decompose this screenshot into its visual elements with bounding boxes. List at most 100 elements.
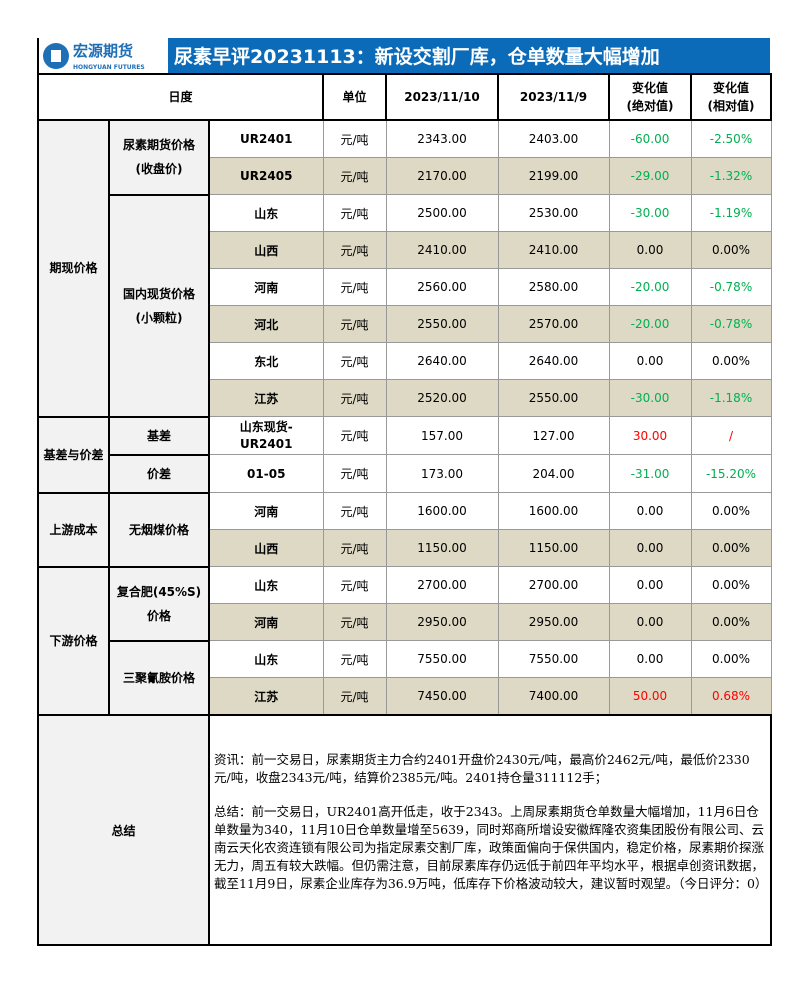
value-d1: 2343.00 xyxy=(385,119,499,158)
price-table: 日度 单位 2023/11/10 2023/11/9 变化值 (绝对值) 变化值… xyxy=(37,73,772,946)
value-d1: 1150.00 xyxy=(385,529,499,567)
value-d2: 2550.00 xyxy=(497,379,610,417)
subgroup-label: 三聚氰胺价格 xyxy=(108,639,210,716)
rel-change: 0.68% xyxy=(690,677,772,716)
unit-cell: 元/吨 xyxy=(322,566,387,604)
unit-cell: 元/吨 xyxy=(322,379,387,417)
item-name: 河南 xyxy=(208,603,324,641)
group-label: 基差与价差 xyxy=(37,415,110,494)
abs-change: -20.00 xyxy=(608,305,692,343)
subgroup-label: 国内现货价格 (小颗粒) xyxy=(108,193,210,418)
table-row: 三聚氰胺价格 山东 元/吨 7550.00 7550.00 0.00 0.00% xyxy=(38,639,772,716)
summary-info: 资讯：前一交易日，尿素期货主力合约2401开盘价2430元/吨，最高价2462元… xyxy=(214,752,750,785)
rel-change: -0.78% xyxy=(690,305,772,343)
subgroup-label: 无烟煤价格 xyxy=(108,491,210,568)
table-row: 山西 元/吨 2410.00 2410.00 0.00 0.00% xyxy=(38,231,772,269)
rel-change: -1.32% xyxy=(690,157,772,195)
value-d1: 2170.00 xyxy=(385,157,499,195)
abs-change: 50.00 xyxy=(608,677,692,716)
unit-cell: 元/吨 xyxy=(322,677,387,716)
value-d2: 127.00 xyxy=(497,416,610,455)
unit-cell: 元/吨 xyxy=(322,119,387,158)
item-name: UR2405 xyxy=(208,157,324,195)
rel-change: 0.00% xyxy=(690,566,772,604)
value-d1: 2520.00 xyxy=(385,379,499,417)
header-row: 日度 单位 2023/11/10 2023/11/9 变化值 (绝对值) 变化值… xyxy=(37,73,772,121)
item-name: 江苏 xyxy=(208,379,324,417)
value-d1: 157.00 xyxy=(385,416,499,455)
unit-cell: 元/吨 xyxy=(322,492,387,530)
item-name: UR2401 xyxy=(208,119,324,158)
unit-cell: 元/吨 xyxy=(322,305,387,343)
item-name: 山东 xyxy=(208,194,324,232)
rel-change: / xyxy=(690,416,772,455)
item-name: 山西 xyxy=(208,529,324,567)
rel-change: -1.18% xyxy=(690,379,772,417)
abs-change: 0.00 xyxy=(608,603,692,641)
item-name: 河南 xyxy=(208,268,324,306)
value-d1: 7550.00 xyxy=(385,640,499,678)
value-d2: 2950.00 xyxy=(497,603,610,641)
table-row: 河南 元/吨 2560.00 2580.00 -20.00 -0.78% xyxy=(38,268,772,306)
abs-change: 30.00 xyxy=(608,416,692,455)
col-d1: 2023/11/10 xyxy=(385,73,499,121)
report: 宏源期货 HONGYUAN FUTURES 尿素早评20231113：新设交割厂库… xyxy=(37,38,772,946)
item-name: 河北 xyxy=(208,305,324,343)
summary-text: 资讯：前一交易日，尿素期货主力合约2401开盘价2430元/吨，最高价2462元… xyxy=(208,714,772,946)
table-row: 上游成本 无烟煤价格 河南 元/吨 1600.00 1600.00 0.00 0.00% xyxy=(37,491,772,568)
table-row: 国内现货价格 (小颗粒) 山东 元/吨 2500.00 2530.00 -30.00 -1.… xyxy=(38,193,772,418)
report-title: 尿素早评20231113：新设交割厂库，仓单数量大幅增加 xyxy=(168,38,770,73)
item-name: 山东 xyxy=(208,566,324,604)
value-d2: 2530.00 xyxy=(497,194,610,232)
company-logo: 宏源期货 HONGYUAN FUTURES xyxy=(39,38,168,73)
summary-row: 总结 资讯：前一交易日，尿素期货主力合约2401开盘价2430元/吨，最高价24… xyxy=(37,714,772,946)
abs-change: -29.00 xyxy=(608,157,692,195)
item-name: 01-05 xyxy=(208,454,324,493)
unit-cell: 元/吨 xyxy=(322,342,387,380)
table-row: 山西 元/吨 1150.00 1150.00 0.00 0.00% xyxy=(38,529,772,567)
table-row: 期现价格 尿素期货价格 (收盘价) UR2401 元/吨 2343.00 2403.00-… xyxy=(37,119,772,418)
value-d2: 2199.00 xyxy=(497,157,610,195)
rel-change: 0.00% xyxy=(690,603,772,641)
value-d2: 7550.00 xyxy=(497,640,610,678)
value-d2: 2640.00 xyxy=(497,342,610,380)
col-rel-change: 变化值 (相对值) xyxy=(690,73,772,121)
table-row: 下游价格 复合肥(45%S) 价格 山东 元/吨 2700.00 2700.00 0.00 0… xyxy=(37,565,772,716)
value-d1: 2700.00 xyxy=(385,566,499,604)
col-d2: 2023/11/9 xyxy=(497,73,610,121)
subgroup-label: 价差 xyxy=(108,453,210,494)
subgroup-label: 尿素期货价格 (收盘价) xyxy=(108,119,210,196)
abs-change: 0.00 xyxy=(608,492,692,530)
unit-cell: 元/吨 xyxy=(322,416,387,455)
col-unit: 单位 xyxy=(322,73,387,121)
value-d2: 2570.00 xyxy=(497,305,610,343)
subgroup-label: 复合肥(45%S) 价格 xyxy=(108,565,210,642)
abs-change: 0.00 xyxy=(608,566,692,604)
abs-change: -60.00 xyxy=(608,119,692,158)
abs-change: -31.00 xyxy=(608,454,692,493)
rel-change: -15.20% xyxy=(690,454,772,493)
value-d2: 2403.00 xyxy=(497,119,610,158)
value-d2: 2580.00 xyxy=(497,268,610,306)
abs-change: 0.00 xyxy=(608,640,692,678)
rel-change: -2.50% xyxy=(690,119,772,158)
item-name: 东北 xyxy=(208,342,324,380)
table-row: 基差与价差 基差 山东现货- UR2401 元/吨 157.00 127.00 30.00/ xyxy=(37,415,772,494)
group-label: 期现价格 xyxy=(37,119,110,418)
logo-icon xyxy=(43,42,69,69)
value-d1: 2500.00 xyxy=(385,194,499,232)
title-bar: 宏源期货 HONGYUAN FUTURES 尿素早评20231113：新设交割厂库… xyxy=(37,38,770,73)
rel-change: 0.00% xyxy=(690,529,772,567)
table-row: UR2405 元/吨 2170.00 2199.00 -29.00 -1.32% xyxy=(38,157,772,195)
value-d1: 7450.00 xyxy=(385,677,499,716)
unit-cell: 元/吨 xyxy=(322,157,387,195)
summary-conclusion: 总结：前一交易日，UR2401高开低走，收于2343。上周尿素期货仓单数量大幅增… xyxy=(214,804,768,891)
summary-label: 总结 xyxy=(37,714,210,946)
group-label: 上游成本 xyxy=(37,491,110,568)
value-d1: 173.00 xyxy=(385,454,499,493)
value-d1: 1600.00 xyxy=(385,492,499,530)
item-name: 山东 xyxy=(208,640,324,678)
value-d2: 1150.00 xyxy=(497,529,610,567)
item-name: 江苏 xyxy=(208,677,324,716)
unit-cell: 元/吨 xyxy=(322,529,387,567)
